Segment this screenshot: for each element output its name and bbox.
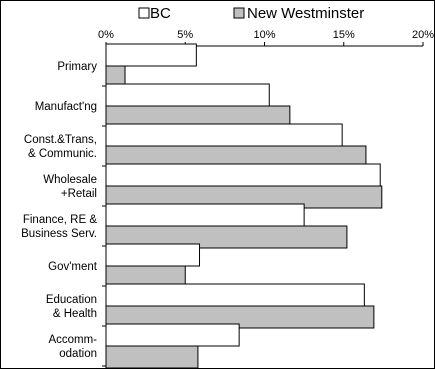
category-label: +Retail	[61, 188, 97, 200]
legend-swatch-bc	[138, 7, 150, 19]
legend-label-bc: BC	[150, 5, 171, 22]
category-label: Manufact'ng	[35, 101, 97, 113]
category-label: Finance, RE &	[23, 214, 97, 226]
category-label: Gov'ment	[48, 261, 98, 273]
category-label: Wholesale	[43, 174, 97, 186]
x-tick-label: 10%	[253, 29, 275, 41]
category-label: Education	[46, 294, 97, 306]
bars	[105, 43, 383, 369]
category-label: & Health	[53, 308, 97, 320]
bar-bc	[105, 243, 201, 267]
bar-bc	[105, 43, 197, 67]
bar-new-westminster	[105, 305, 375, 329]
x-tick-label: 15%	[333, 29, 355, 41]
bar-new-westminster	[105, 225, 348, 249]
bar-bc	[105, 203, 305, 227]
category-label: Business Serv.	[21, 228, 97, 240]
category-label: Accomm-	[48, 334, 97, 346]
bar-new-westminster	[105, 345, 199, 369]
bar-bc	[105, 83, 270, 107]
bar-bc	[105, 163, 381, 187]
bar-bc	[105, 323, 240, 347]
x-tick-label: 20%	[412, 29, 434, 41]
bar-bc	[105, 123, 343, 147]
category-label: odation	[59, 348, 97, 360]
legend: BC New Westminster	[138, 5, 364, 22]
bar-bc	[105, 283, 365, 307]
category-label: Const.&Trans,	[24, 134, 97, 146]
legend-label-new-westminster: New Westminster	[247, 5, 364, 22]
category-label: & Communic.	[28, 148, 97, 160]
category-label: Primary	[57, 61, 97, 73]
category-labels: Primary Manufact'ng Const.&Trans, & Communi…	[21, 61, 98, 360]
x-tick-label: 0%	[98, 29, 114, 41]
legend-swatch-new-westminster	[233, 7, 245, 19]
x-tick-label: 5%	[177, 29, 193, 41]
